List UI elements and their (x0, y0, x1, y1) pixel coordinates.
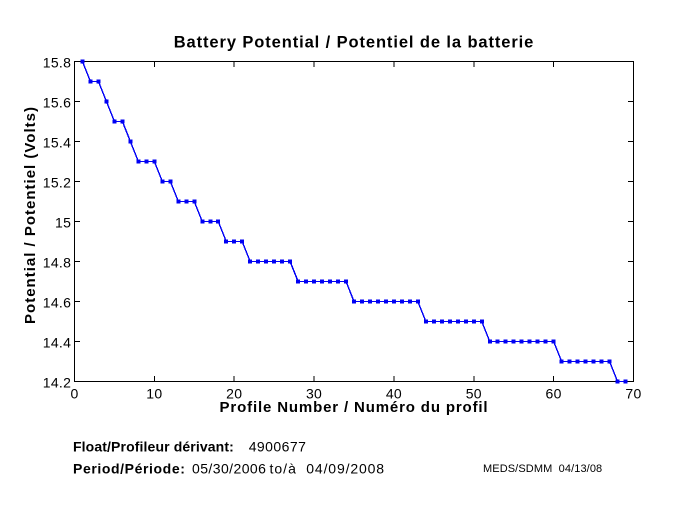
svg-text:15.4: 15.4 (43, 134, 71, 150)
svg-text:20: 20 (226, 385, 242, 401)
svg-text:15.6: 15.6 (43, 94, 71, 110)
svg-text:4900677: 4900677 (249, 439, 307, 455)
svg-text:14.2: 14.2 (43, 374, 71, 390)
svg-text:05/30/2006: 05/30/2006 (192, 461, 266, 477)
svg-text:14.6: 14.6 (43, 294, 71, 310)
svg-text:0: 0 (70, 385, 78, 401)
svg-text:to/à: to/à (270, 461, 297, 477)
svg-text:70: 70 (625, 385, 641, 401)
svg-text:14.4: 14.4 (43, 334, 71, 350)
svg-text:Profile Number / Numéro du pro: Profile Number / Numéro du profil (220, 399, 489, 416)
svg-text:15.2: 15.2 (43, 174, 71, 190)
svg-text:15.8: 15.8 (43, 54, 71, 70)
svg-text:04/09/2008: 04/09/2008 (306, 461, 385, 477)
svg-text:30: 30 (306, 385, 322, 401)
svg-text:14.8: 14.8 (43, 254, 71, 270)
svg-text:MEDS/SDMM 04/13/08: MEDS/SDMM 04/13/08 (483, 463, 602, 475)
svg-text:Float/Profileur dérivant:: Float/Profileur dérivant: (73, 439, 234, 455)
svg-text:40: 40 (386, 385, 402, 401)
svg-text:15: 15 (55, 214, 71, 230)
svg-text:Battery Potential / Potentiel: Battery Potential / Potentiel de la batt… (174, 33, 535, 51)
svg-text:60: 60 (546, 385, 562, 401)
svg-text:Potential / Potentiel (Volts): Potential / Potentiel (Volts) (22, 106, 39, 324)
svg-text:10: 10 (146, 385, 162, 401)
svg-text:50: 50 (466, 385, 482, 401)
svg-text:Period/Période:: Period/Période: (73, 461, 185, 477)
